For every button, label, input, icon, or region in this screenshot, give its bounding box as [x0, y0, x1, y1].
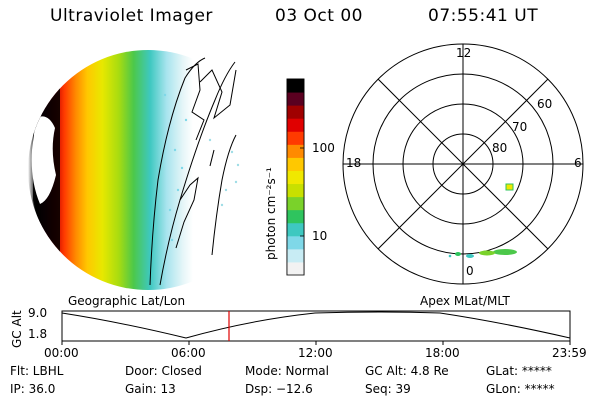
timeline-left-label: Geographic Lat/Lon [68, 294, 186, 308]
status-dsp: Dsp: −12.6 [245, 382, 313, 396]
mlt-label-6: 6 [574, 156, 582, 170]
lat-label-70: 70 [512, 120, 528, 134]
colorbar-cell [287, 183, 304, 198]
timeline-y-label: GC Alt [10, 310, 24, 348]
timeline-xtick-1200: 12:00 [298, 346, 333, 360]
coastline-overlay [149, 57, 237, 286]
polar-aurora-points [448, 183, 517, 258]
colorbar-cell [287, 196, 304, 211]
status-gain: Gain: 13 [125, 382, 176, 396]
timeline-ytick-9: 9.0 [28, 306, 48, 320]
status-glon: GLon: ***** [486, 382, 555, 396]
colorbar-cell [287, 170, 304, 185]
colorbar-cell [287, 92, 304, 106]
colorbar-cell [287, 209, 304, 224]
colorbar-cell [287, 79, 304, 93]
status-filter: Flt: LBHL [10, 364, 64, 378]
lat-label-80: 80 [492, 141, 508, 155]
status-seq: Seq: 39 [365, 382, 411, 396]
earth-disk-image [28, 50, 240, 290]
status-mode: Mode: Normal [245, 364, 329, 378]
colorbar [286, 78, 305, 276]
timeline-xtick-1800: 18:00 [425, 346, 460, 360]
colorbar-cell [287, 157, 304, 171]
colorbar-cell [287, 222, 304, 237]
date-label: 03 Oct 00 [275, 6, 363, 26]
status-ip: IP: 36.0 [10, 382, 56, 396]
timeline-xtick-0600: 06:00 [171, 346, 206, 360]
lat-label-60: 60 [537, 97, 553, 111]
colorbar-cell [287, 261, 304, 276]
colorbar-cell [287, 235, 304, 250]
status-gc-alt: GC Alt: 4.8 Re [365, 364, 449, 378]
colorbar-cell [287, 248, 304, 263]
colorbar-cell [287, 144, 304, 158]
colorbar-cell [287, 118, 304, 132]
timeline-ytick-1-8: 1.8 [28, 327, 48, 341]
colorbar-unit-label: photon cm⁻²s⁻¹ [264, 167, 278, 260]
timeline-xtick-0000: 00:00 [44, 346, 79, 360]
app-title: Ultraviolet Imager [50, 6, 213, 26]
polar-plot [342, 43, 584, 285]
status-glat: GLat: ***** [486, 364, 552, 378]
mlt-label-18: 18 [346, 156, 362, 170]
colorbar-cell [287, 105, 304, 119]
mlt-label-0: 0 [466, 264, 474, 278]
timeline-plot [61, 310, 571, 345]
colorbar-cell [287, 131, 304, 145]
timeline-right-label: Apex MLat/MLT [420, 294, 510, 308]
colorbar-tick-10: 10 [312, 229, 328, 243]
mlt-label-12: 12 [456, 46, 472, 60]
timeline-xtick-2359: 23:59 [552, 346, 587, 360]
time-label: 07:55:41 UT [428, 6, 539, 26]
colorbar-tick-100: 100 [312, 141, 335, 155]
status-door: Door: Closed [125, 364, 202, 378]
